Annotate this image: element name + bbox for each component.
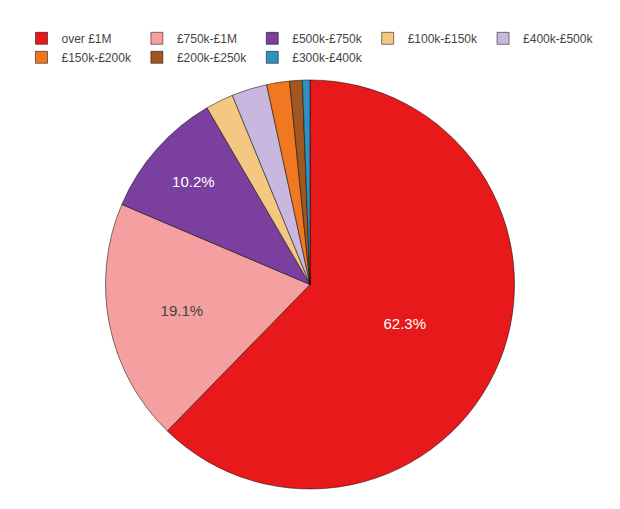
svg-text:62.3%: 62.3% [383,315,426,332]
svg-text:£100k-£150k: £100k-£150k [408,32,478,46]
svg-text:10.2%: 10.2% [172,173,215,190]
svg-text:£750k-£1M: £750k-£1M [177,32,237,46]
svg-text:£150k-£200k: £150k-£200k [62,51,132,65]
svg-text:£400k-£500k: £400k-£500k [523,32,593,46]
svg-text:£500k-£750k: £500k-£750k [292,32,362,46]
svg-text:over £1M: over £1M [62,32,112,46]
svg-text:£300k-£400k: £300k-£400k [292,51,362,65]
svg-text:19.1%: 19.1% [161,302,204,319]
svg-text:£200k-£250k: £200k-£250k [177,51,247,65]
